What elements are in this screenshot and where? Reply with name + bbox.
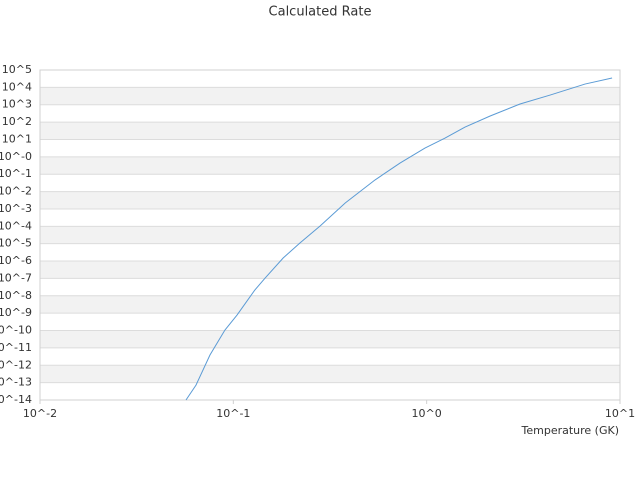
x-tick-label: 10^-2 (23, 407, 57, 420)
grid-band (40, 295, 620, 314)
plot-border (39, 69, 621, 401)
y-tick-label: 10^-4 (0, 219, 32, 232)
y-tick-label: 10^-1 (0, 167, 32, 180)
y-tick-label: 10^-8 (0, 289, 32, 302)
y-tick-label: 10^-11 (0, 341, 32, 354)
line-series (185, 77, 613, 401)
y-tick-label: 10^-10 (0, 324, 32, 337)
x-axis-label: Temperature (GK) (521, 424, 620, 437)
chart-title: Calculated Rate (269, 5, 372, 20)
y-tick-label: 10^-9 (0, 306, 32, 319)
y-tick-label: 10^-14 (0, 393, 32, 406)
grid-band (40, 226, 620, 244)
grid-band (40, 261, 620, 279)
grid-band (40, 330, 620, 348)
grid-band (40, 156, 620, 175)
y-tick-label: 10^-2 (0, 185, 32, 198)
grid-band (40, 365, 620, 383)
x-tick-label: 10^-1 (216, 407, 250, 420)
y-tick-label: 10^5 (2, 63, 32, 76)
y-tick-label: 10^-12 (0, 358, 32, 371)
x-tick-label: 10^0 (412, 407, 442, 420)
y-tick-label: 10^-6 (0, 254, 32, 267)
x-tick-label: 10^1 (605, 407, 635, 420)
y-tick-label: 10^2 (2, 115, 32, 128)
y-tick-label: 10^-0 (0, 150, 32, 163)
y-tick-label: 10^4 (2, 80, 32, 93)
y-tick-label: 10^3 (2, 98, 32, 111)
y-tick-label: 10^-7 (0, 271, 32, 284)
y-tick-label: 10^1 (2, 132, 32, 145)
grid-band (40, 122, 620, 140)
y-tick-label: 10^-5 (0, 237, 32, 250)
grid-band (40, 87, 620, 105)
y-tick-label: 10^-13 (0, 376, 32, 389)
grid-band (40, 191, 620, 209)
y-tick-label: 10^-3 (0, 202, 32, 215)
